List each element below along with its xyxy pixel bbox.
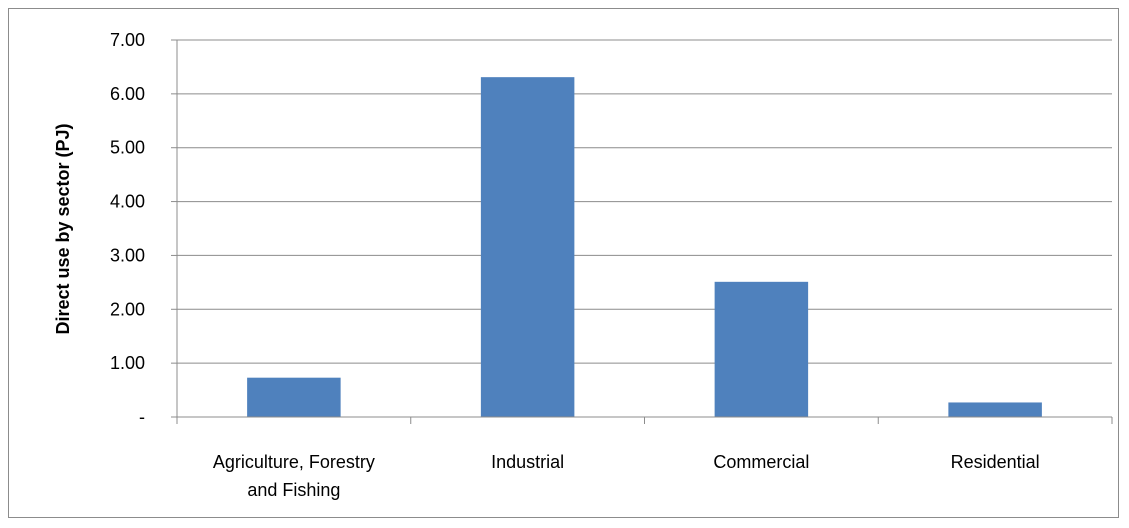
y-tick-label: - (139, 407, 145, 427)
y-tick-label: 7.00 (110, 30, 145, 50)
y-tick-label: 3.00 (110, 245, 145, 265)
x-tick-label: Residential (951, 452, 1040, 472)
bar (247, 377, 341, 417)
axes (171, 39, 1113, 424)
bar (948, 402, 1042, 417)
y-tick-label: 4.00 (110, 192, 145, 212)
bars (247, 77, 1042, 417)
y-axis-title: Direct use by sector (PJ) (53, 123, 73, 334)
y-tick-labels: - 1.00 2.00 3.00 4.00 5.00 6.00 7.00 (110, 30, 145, 427)
x-tick-label: Agriculture, Forestry (213, 452, 375, 472)
y-tick-label: 1.00 (110, 353, 145, 373)
x-tick-label: Industrial (491, 452, 564, 472)
x-tick-label: Commercial (713, 452, 809, 472)
y-tick-label: 2.00 (110, 299, 145, 319)
y-tick-label: 6.00 (110, 84, 145, 104)
x-tick-label: and Fishing (247, 480, 340, 500)
y-tick-label: 5.00 (110, 138, 145, 158)
gridlines (177, 39, 1112, 364)
bar (480, 77, 575, 417)
bar (714, 281, 809, 417)
x-tick-labels: Agriculture, Forestry and Fishing Industri… (213, 452, 1040, 500)
